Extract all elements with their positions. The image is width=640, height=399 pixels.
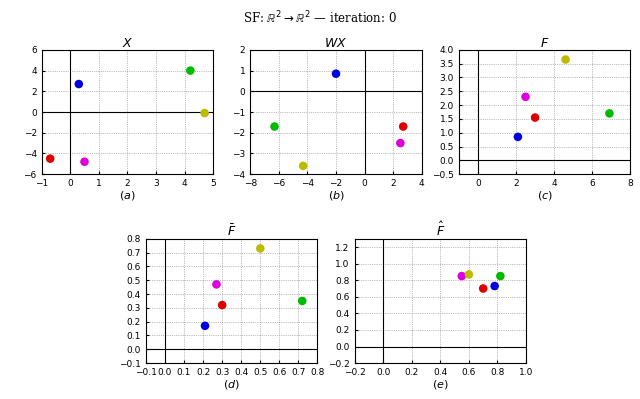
Point — [45, 156, 55, 162]
Point — [398, 123, 408, 130]
X-axis label: $(a)$: $(a)$ — [119, 190, 136, 202]
Title: $F$: $F$ — [540, 37, 549, 50]
Point — [297, 298, 307, 304]
Point — [464, 271, 474, 278]
Point — [298, 163, 308, 169]
Point — [185, 67, 195, 74]
Title: $X$: $X$ — [122, 37, 133, 50]
Point — [217, 302, 227, 308]
Point — [478, 285, 488, 292]
Point — [74, 81, 84, 87]
X-axis label: $(d)$: $(d)$ — [223, 378, 240, 391]
Point — [520, 94, 531, 100]
Title: $WX$: $WX$ — [324, 37, 348, 50]
Point — [490, 283, 500, 289]
Point — [495, 273, 506, 279]
Point — [269, 123, 280, 130]
Point — [456, 273, 467, 279]
Point — [530, 115, 540, 121]
Point — [561, 56, 571, 63]
Point — [331, 71, 341, 77]
X-axis label: $(c)$: $(c)$ — [537, 190, 552, 202]
Text: SF: $\mathbb{R}^2 \rightarrow \mathbb{R}^2$ — iteration: 0: SF: $\mathbb{R}^2 \rightarrow \mathbb{R}… — [243, 10, 397, 27]
Point — [200, 323, 210, 329]
Title: $\hat{F}$: $\hat{F}$ — [436, 221, 445, 239]
Point — [513, 134, 523, 140]
Point — [255, 245, 266, 252]
Point — [211, 281, 221, 288]
Point — [79, 158, 90, 165]
Point — [396, 140, 406, 146]
Point — [604, 110, 614, 117]
X-axis label: $(b)$: $(b)$ — [328, 190, 344, 202]
X-axis label: $(e)$: $(e)$ — [432, 378, 449, 391]
Title: $\bar{F}$: $\bar{F}$ — [227, 223, 236, 239]
Point — [200, 110, 210, 116]
